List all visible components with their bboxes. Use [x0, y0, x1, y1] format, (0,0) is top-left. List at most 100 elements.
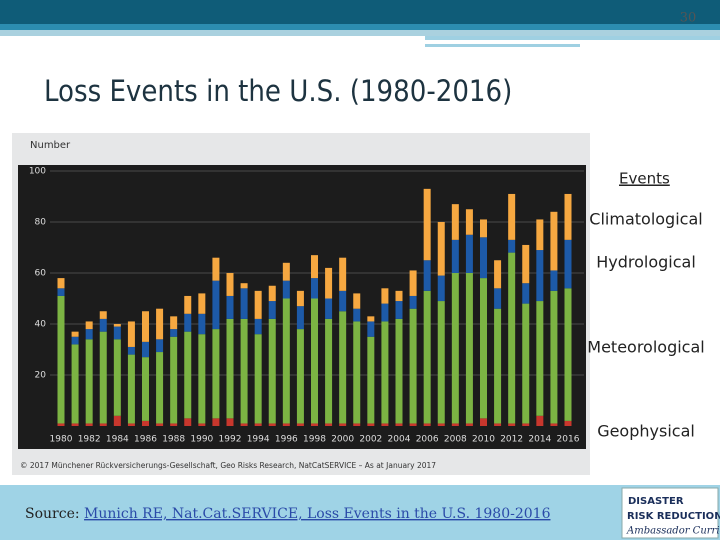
top-accent: [425, 44, 580, 47]
bar-segment: [282, 298, 290, 424]
x-tick-label: 1986: [134, 435, 157, 445]
bar-segment: [353, 308, 361, 322]
top-band-light: [0, 30, 720, 36]
bar-segment: [184, 331, 192, 419]
bar-segment: [451, 204, 459, 240]
y-tick-label: 100: [29, 167, 46, 177]
bar-segment: [296, 423, 304, 426]
bar-segment: [437, 301, 445, 424]
bar-segment: [367, 336, 375, 424]
bar-segment: [113, 415, 121, 426]
bar-segment: [282, 280, 290, 299]
bar-segment: [536, 415, 544, 426]
bar-segment: [395, 318, 403, 424]
bar-segment: [156, 339, 164, 353]
bar-segment: [564, 288, 572, 421]
source: Source: Munich RE, Nat.Cat.SERVICE, Loss…: [25, 506, 551, 522]
bar-segment: [508, 239, 516, 253]
bar-segment: [71, 423, 79, 426]
bar-segment: [564, 193, 572, 240]
bar-segment: [311, 298, 318, 424]
bar-segment: [127, 346, 135, 355]
bar-segment: [367, 423, 375, 426]
bar-segment: [423, 188, 431, 261]
bar-segment: [226, 295, 234, 319]
legend-title: Events: [619, 170, 670, 188]
bar-segment: [268, 285, 276, 302]
bar-segment: [170, 329, 178, 337]
bar-segment: [381, 423, 389, 426]
bar-segment: [113, 324, 121, 327]
bar-segment: [296, 290, 304, 307]
bar-segment: [437, 275, 445, 302]
bar-segment: [184, 313, 192, 332]
x-tick-label: 2012: [500, 435, 523, 445]
bar-segment: [254, 334, 262, 424]
bar-segment: [113, 339, 121, 416]
bar-segment: [423, 260, 431, 291]
bar-segment: [494, 423, 502, 426]
source-link[interactable]: Munich RE, Nat.Cat.SERVICE, Loss Events …: [84, 506, 551, 522]
bar-segment: [268, 318, 276, 424]
bar-segment: [465, 273, 473, 424]
page-number: 30: [680, 11, 697, 26]
bar-segment: [240, 318, 248, 424]
x-tick-label: 2010: [472, 435, 495, 445]
x-tick-label: 2006: [416, 435, 439, 445]
bar-segment: [522, 303, 530, 424]
legend-label: Climatological: [589, 210, 702, 229]
bar-segment: [170, 316, 178, 330]
bar-segment: [268, 301, 276, 319]
bar-segment: [57, 288, 65, 296]
bar-segment: [156, 308, 164, 340]
legend-label: Geophysical: [597, 422, 695, 441]
x-tick-label: 1982: [78, 435, 101, 445]
x-tick-label: 1996: [275, 435, 298, 445]
bar-segment: [57, 295, 65, 424]
bar-segment: [395, 290, 403, 302]
bar-segment: [57, 278, 65, 289]
bar-segment: [465, 234, 473, 273]
bar-segment: [127, 321, 135, 347]
bar-segment: [282, 262, 290, 281]
bar-segment: [325, 267, 333, 299]
bar-segment: [522, 423, 530, 426]
bar-segment: [423, 423, 431, 426]
bar-segment: [325, 423, 333, 426]
bar-segment: [296, 329, 304, 424]
bar-segment: [451, 239, 459, 273]
bar-segment: [170, 423, 178, 426]
bar-segment: [451, 423, 459, 426]
bar-segment: [226, 318, 234, 419]
x-tick-label: 1988: [162, 435, 185, 445]
footer-band: [0, 485, 720, 540]
y-tick-label: 40: [35, 320, 47, 330]
bar-segment: [170, 336, 178, 424]
bar-segment: [254, 318, 262, 335]
bar-segment: [339, 311, 347, 424]
x-tick-label: 1998: [303, 435, 326, 445]
bar-segment: [254, 423, 262, 426]
bar-segment: [184, 295, 192, 314]
slide-title: Loss Events in the U.S. (1980-2016): [44, 74, 512, 108]
bar-segment: [451, 273, 459, 424]
x-tick-label: 2000: [331, 435, 354, 445]
bar-segment: [508, 193, 516, 240]
x-tick-label: 2002: [359, 435, 382, 445]
bar-segment: [142, 357, 149, 421]
bar-segment: [409, 423, 417, 426]
bar-segment: [226, 273, 234, 296]
bar-segment: [564, 239, 572, 289]
bar-segment: [353, 293, 361, 309]
bar-segment: [536, 219, 544, 251]
y-axis-label: Number: [30, 140, 71, 151]
bar-segment: [353, 423, 361, 426]
bar-segment: [465, 423, 473, 426]
bar-segment: [564, 420, 572, 426]
bar-segment: [71, 336, 79, 345]
bar-segment: [198, 423, 206, 426]
bar-segment: [311, 423, 318, 426]
bar-segment: [480, 418, 487, 426]
bar-segment: [409, 295, 417, 309]
